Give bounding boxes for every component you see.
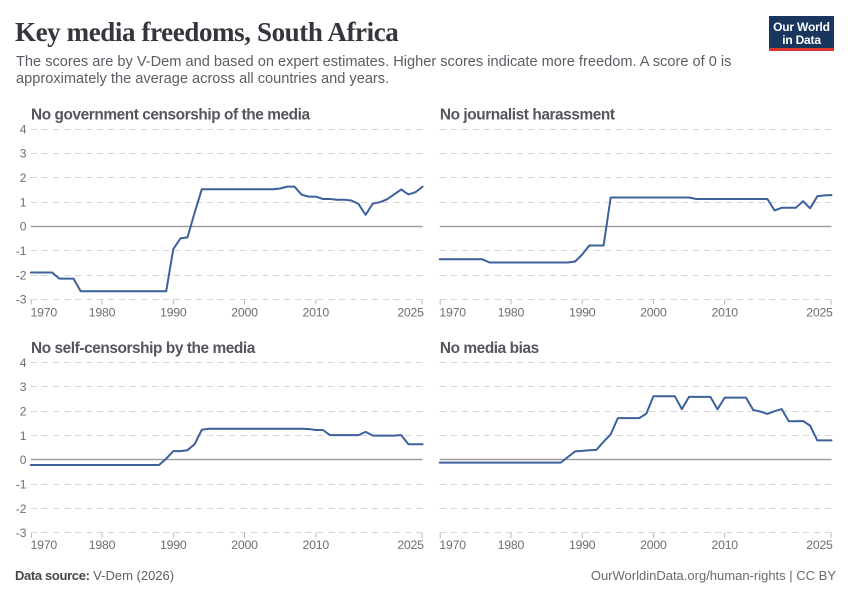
svg-text:-3: -3 <box>16 526 27 540</box>
svg-text:2025: 2025 <box>806 306 833 320</box>
svg-text:1990: 1990 <box>569 538 596 552</box>
svg-text:2000: 2000 <box>640 306 667 320</box>
svg-text:1: 1 <box>20 429 27 443</box>
svg-text:2000: 2000 <box>640 538 667 552</box>
svg-text:2025: 2025 <box>397 306 424 320</box>
svg-text:2025: 2025 <box>806 538 833 552</box>
svg-text:-2: -2 <box>16 502 27 516</box>
svg-text:2000: 2000 <box>231 306 258 320</box>
svg-text:2010: 2010 <box>303 538 330 552</box>
svg-text:3: 3 <box>20 147 27 161</box>
svg-text:1970: 1970 <box>31 306 58 320</box>
svg-text:1990: 1990 <box>160 538 187 552</box>
svg-text:3: 3 <box>20 380 27 394</box>
svg-text:2010: 2010 <box>303 306 330 320</box>
svg-text:No journalist harassment: No journalist harassment <box>440 106 615 123</box>
svg-text:0: 0 <box>20 220 27 234</box>
svg-text:2: 2 <box>20 404 27 418</box>
svg-text:1970: 1970 <box>31 538 58 552</box>
svg-text:2: 2 <box>20 171 27 185</box>
svg-text:No government censorship of th: No government censorship of the media <box>31 106 311 123</box>
svg-text:-3: -3 <box>16 293 27 307</box>
svg-text:-2: -2 <box>16 268 27 282</box>
svg-text:1980: 1980 <box>89 538 116 552</box>
svg-text:1: 1 <box>20 195 27 209</box>
svg-text:1980: 1980 <box>89 306 116 320</box>
svg-text:2000: 2000 <box>231 538 258 552</box>
svg-text:1980: 1980 <box>498 306 525 320</box>
svg-text:2010: 2010 <box>711 306 738 320</box>
svg-text:-1: -1 <box>16 244 27 258</box>
svg-text:No media bias: No media bias <box>440 340 539 357</box>
svg-text:4: 4 <box>20 356 27 370</box>
svg-text:1980: 1980 <box>498 538 525 552</box>
svg-text:1990: 1990 <box>569 306 596 320</box>
svg-text:No self-censorship by the medi: No self-censorship by the media <box>31 340 256 357</box>
svg-text:4: 4 <box>20 122 27 136</box>
svg-text:-1: -1 <box>16 477 27 491</box>
svg-text:1990: 1990 <box>160 306 187 320</box>
svg-text:2010: 2010 <box>711 538 738 552</box>
svg-text:2025: 2025 <box>397 538 424 552</box>
svg-text:0: 0 <box>20 453 27 467</box>
svg-text:1970: 1970 <box>439 306 466 320</box>
svg-text:1970: 1970 <box>439 538 466 552</box>
